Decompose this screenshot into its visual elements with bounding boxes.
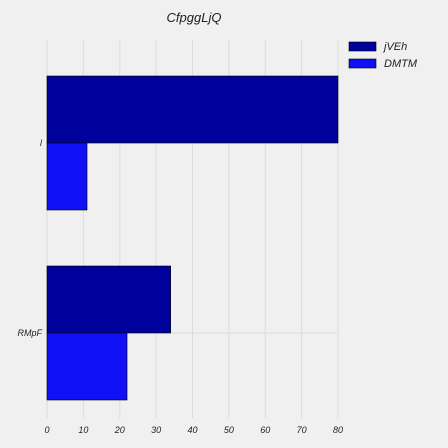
y-tick-label: RMpF <box>18 328 43 338</box>
y-tick-label: l <box>40 138 43 148</box>
bar-jVEh-l <box>46 75 339 144</box>
x-tick-labels: 0 10 20 30 40 50 60 70 80 <box>44 425 343 435</box>
legend: jVEh DMTM <box>348 41 418 70</box>
x-tick-label: 20 <box>114 425 125 435</box>
bar-DMTM-l <box>46 142 88 211</box>
x-tick-label: 30 <box>151 425 161 435</box>
bar-jVEh-RMpF <box>46 265 171 334</box>
x-tick-label: 60 <box>260 425 270 435</box>
legend-label-jVEh: jVEh <box>382 41 407 53</box>
legend-label-DMTM: DMTM <box>384 58 418 70</box>
x-tick-label: 80 <box>333 425 343 435</box>
chart-title: CfpggLjQ <box>167 10 222 25</box>
x-tick-label: 0 <box>44 425 49 435</box>
bars <box>46 75 339 401</box>
x-tick-label: 70 <box>297 425 307 435</box>
x-tick-label: 40 <box>187 425 197 435</box>
bar-DMTM-RMpF <box>46 332 128 401</box>
x-tick-label: 10 <box>78 425 88 435</box>
y-tick-labels: l RMpF <box>18 138 44 338</box>
legend-swatch-jVEh <box>348 41 377 52</box>
x-tick-label: 50 <box>224 425 234 435</box>
legend-swatch-DMTM <box>348 58 377 69</box>
